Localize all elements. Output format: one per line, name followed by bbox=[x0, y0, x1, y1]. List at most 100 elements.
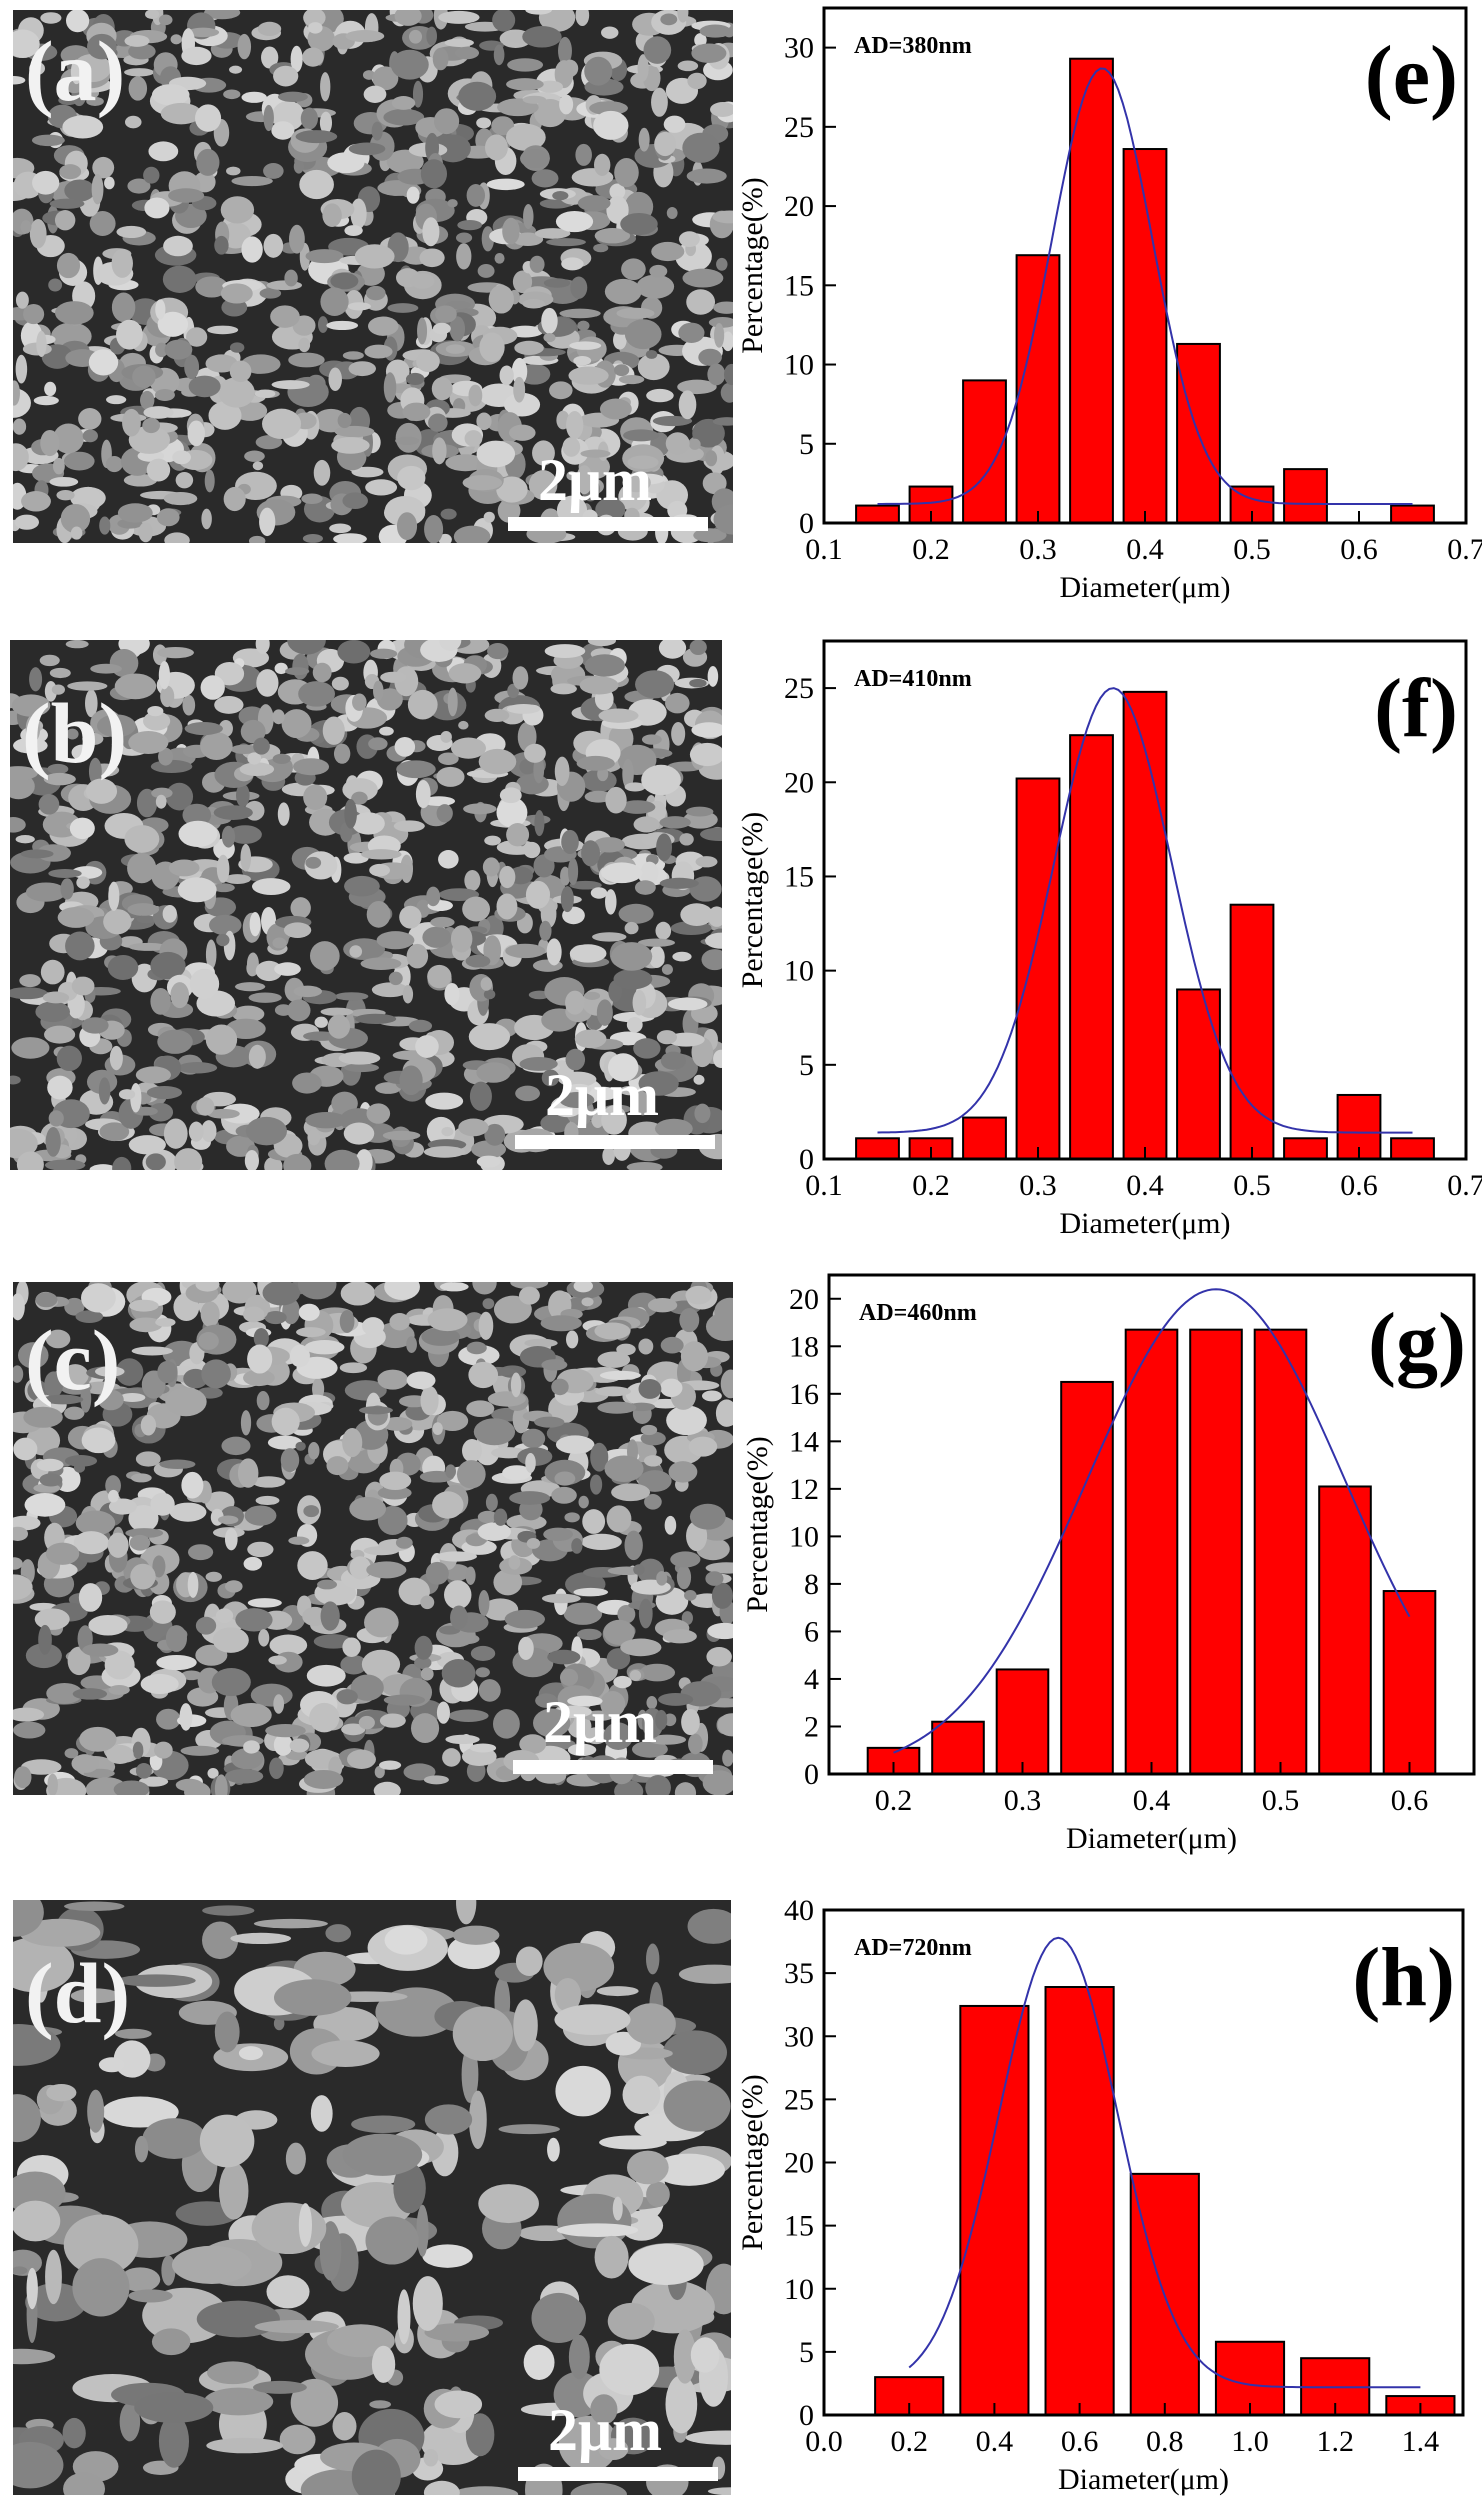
sem-grain bbox=[603, 1722, 634, 1750]
sem-grain bbox=[103, 909, 132, 935]
sem-grain bbox=[235, 1608, 273, 1632]
sem-grain bbox=[476, 1155, 501, 1168]
sem-grain bbox=[314, 1016, 328, 1028]
sem-grain bbox=[361, 1649, 401, 1679]
sem-grain bbox=[71, 1754, 99, 1773]
sem-grain bbox=[44, 1025, 76, 1044]
sem-grain bbox=[663, 2080, 731, 2132]
sem-grain bbox=[566, 411, 584, 440]
sem-grain bbox=[134, 2135, 149, 2163]
sem-grain bbox=[284, 113, 301, 123]
sem-grain bbox=[25, 1643, 62, 1669]
sem-grain bbox=[36, 330, 47, 357]
sem-grain bbox=[599, 398, 632, 420]
sem-grain bbox=[716, 257, 728, 271]
sem-grain bbox=[157, 646, 194, 659]
sem-grain bbox=[181, 1471, 204, 1499]
sem-grain bbox=[541, 307, 558, 334]
y-axis-label: Percentage(%) bbox=[736, 2074, 769, 2251]
sem-grain bbox=[558, 1071, 597, 1088]
sem-grain bbox=[577, 195, 611, 212]
sem-grain bbox=[415, 1035, 439, 1058]
sem-grain bbox=[655, 1709, 668, 1731]
sem-grain bbox=[339, 1362, 368, 1374]
sem-grain bbox=[289, 224, 305, 254]
sem-grain bbox=[99, 516, 111, 535]
sem-grain bbox=[379, 726, 394, 736]
sem-grain bbox=[217, 1515, 239, 1525]
sem-grain bbox=[76, 876, 90, 889]
sem-grain bbox=[107, 1532, 129, 1558]
sem-grain bbox=[16, 1151, 44, 1170]
sem-grain bbox=[406, 943, 429, 969]
sem-grain bbox=[526, 1537, 541, 1549]
sem-grain bbox=[691, 722, 722, 738]
sem-grain bbox=[555, 210, 594, 233]
sem-grain bbox=[561, 829, 579, 855]
sem-grain bbox=[623, 429, 660, 442]
sem-grain bbox=[432, 1491, 464, 1519]
sem-grain bbox=[439, 1282, 469, 1292]
sem-grain bbox=[652, 415, 693, 427]
x-tick-label: 0.6 bbox=[1061, 2425, 1099, 2458]
sem-grain bbox=[674, 1782, 697, 1795]
sem-grain bbox=[196, 1097, 215, 1116]
sem-grain bbox=[484, 835, 501, 846]
sem-grain bbox=[341, 1723, 366, 1736]
sem-grain bbox=[433, 108, 460, 135]
sem-grain bbox=[39, 654, 60, 667]
sem-texture bbox=[13, 1282, 733, 1795]
sem-grain bbox=[522, 95, 547, 104]
y-tick-label: 5 bbox=[799, 428, 814, 461]
sem-grain bbox=[438, 752, 459, 765]
sem-grain bbox=[253, 1918, 328, 1929]
histogram-h: 0.0 0.2 0.4 0.6 0.8 1.0 1.2 1.4 0 5 10 15 20 25 30 35 40… bbox=[736, 1894, 1465, 2496]
scale-bar bbox=[508, 517, 708, 531]
sem-grain bbox=[543, 278, 571, 288]
sem-grain bbox=[13, 2024, 61, 2066]
sem-grain bbox=[598, 2438, 629, 2461]
sem-grain bbox=[377, 1505, 408, 1536]
sem-grain bbox=[95, 1366, 125, 1377]
y-tick-label: 20 bbox=[784, 766, 814, 799]
sem-grain bbox=[417, 317, 428, 345]
sem-grain bbox=[168, 859, 200, 877]
histogram-bar bbox=[962, 1116, 1007, 1161]
sem-grain bbox=[514, 340, 544, 355]
sem-grain bbox=[70, 1988, 121, 2004]
sem-grain bbox=[564, 1512, 580, 1523]
sem-grain bbox=[720, 382, 733, 403]
sem-grain bbox=[604, 278, 642, 305]
sem-grain bbox=[410, 273, 435, 289]
x-tick-label: 0.1 bbox=[805, 533, 843, 566]
sem-grain bbox=[622, 758, 634, 790]
sem-grain bbox=[13, 29, 40, 59]
sem-grain bbox=[574, 1029, 607, 1049]
y-tick-label: 8 bbox=[804, 1568, 819, 1601]
y-tick-label: 20 bbox=[789, 1283, 819, 1316]
sem-grain bbox=[361, 849, 402, 860]
sem-grain bbox=[174, 1148, 203, 1170]
sem-grain bbox=[606, 1648, 631, 1670]
sem-grain bbox=[394, 10, 422, 26]
sem-grain bbox=[256, 669, 279, 697]
sem-grain bbox=[332, 2412, 357, 2441]
sem-grain bbox=[389, 1313, 410, 1331]
sem-grain bbox=[201, 508, 212, 530]
sem-grain bbox=[206, 2437, 284, 2454]
sem-grain bbox=[46, 2084, 77, 2102]
sem-grain bbox=[198, 1332, 219, 1350]
sem-grain bbox=[551, 1378, 569, 1396]
sem-grain bbox=[348, 361, 376, 377]
sem-grain bbox=[423, 2480, 460, 2495]
sem-grain bbox=[10, 987, 48, 1000]
sem-grain bbox=[593, 110, 629, 140]
sem-grain bbox=[65, 931, 95, 961]
sem-grain bbox=[464, 430, 483, 447]
sem-grain bbox=[13, 1900, 44, 1937]
sem-grain bbox=[396, 760, 436, 779]
sem-grain bbox=[457, 220, 482, 231]
sem-texture bbox=[13, 1900, 731, 2495]
sem-grain bbox=[65, 10, 90, 33]
sem-grain bbox=[287, 640, 326, 655]
